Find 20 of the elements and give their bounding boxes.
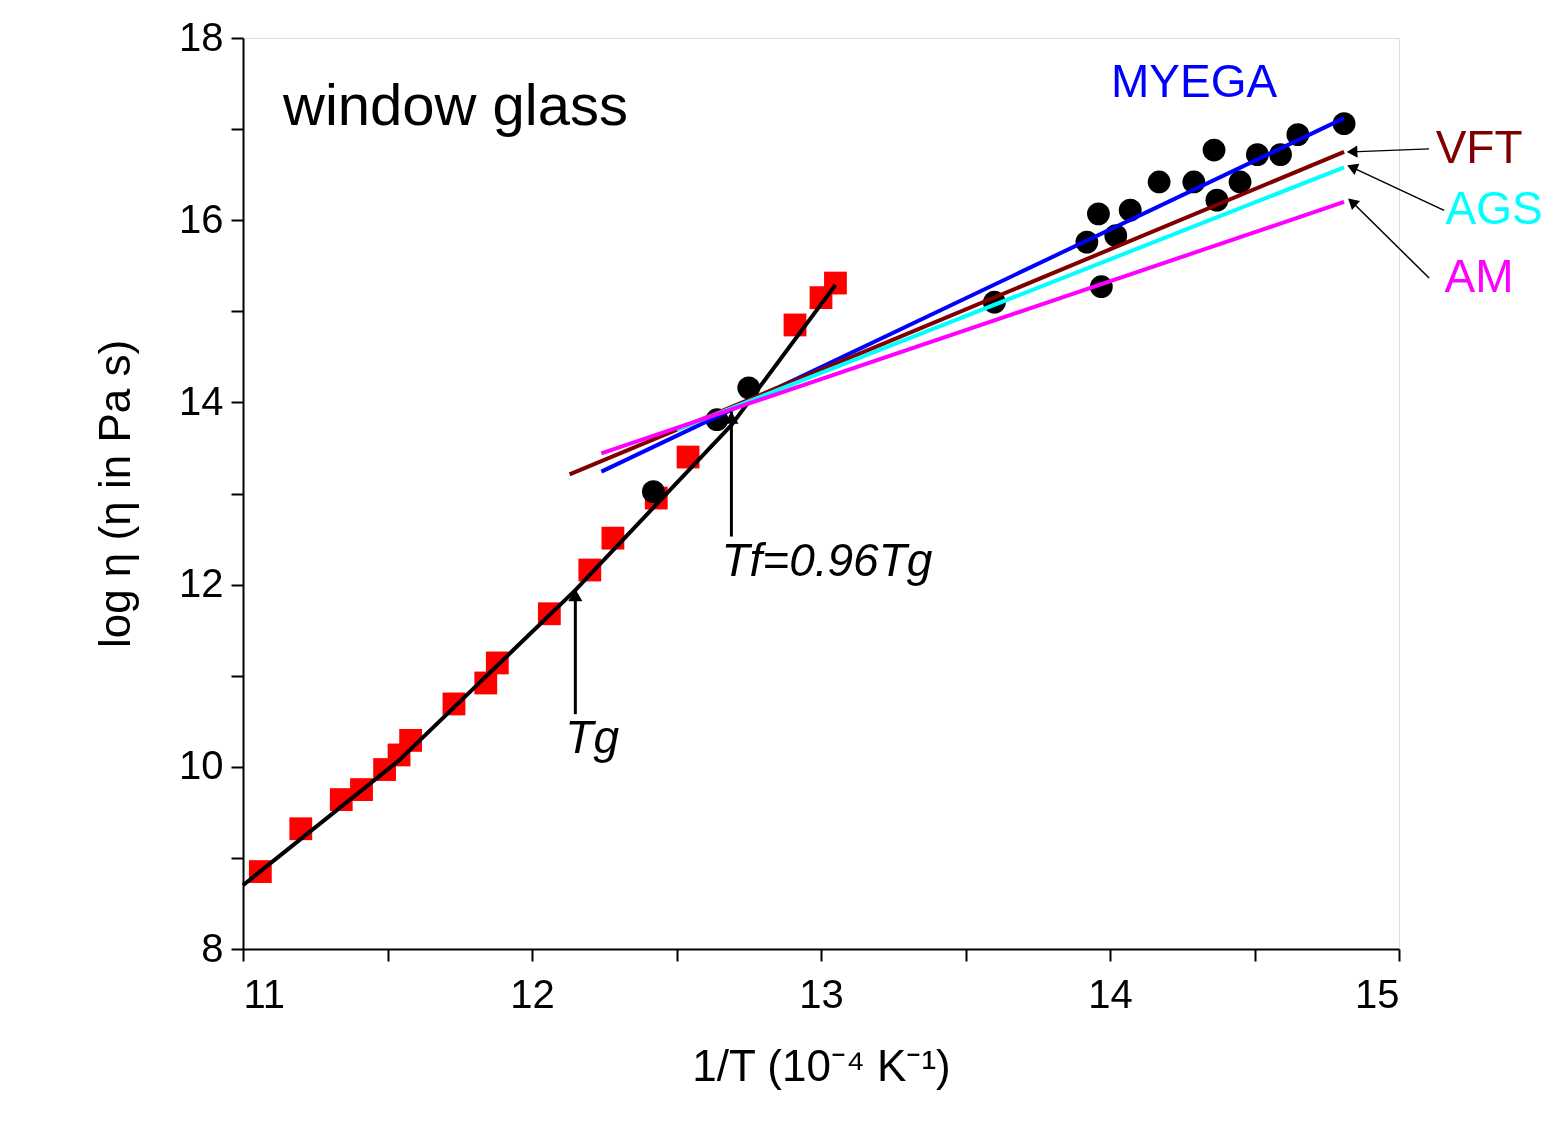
x-tick-label: 13 bbox=[799, 971, 844, 1016]
x-tick-label: 14 bbox=[1088, 971, 1133, 1016]
annotation: Tg bbox=[565, 711, 620, 764]
x-tick-label: 11 bbox=[243, 971, 286, 1016]
annotation: window glass bbox=[282, 72, 628, 137]
y-tick-label: 14 bbox=[179, 378, 224, 423]
y-tick-label: 8 bbox=[201, 925, 224, 970]
y-tick-label: 18 bbox=[179, 14, 224, 59]
x-axis-title: 1/T (10⁻⁴ K⁻¹) bbox=[692, 1040, 951, 1090]
series-label: VFT bbox=[1435, 120, 1523, 173]
y-tick-label: 12 bbox=[179, 561, 224, 606]
annotation: Tf=0.96Tg bbox=[721, 533, 933, 586]
y-tick-label: 16 bbox=[179, 196, 224, 241]
text: AM bbox=[1444, 249, 1514, 302]
y-tick-label: 10 bbox=[179, 743, 224, 788]
series-label: MYEGA bbox=[1111, 55, 1278, 108]
text: AGS bbox=[1445, 182, 1543, 235]
x-tick-label: 15 bbox=[1355, 971, 1400, 1016]
x-tick-label: 12 bbox=[510, 971, 555, 1016]
y-axis-title: log η (η in Pa s) bbox=[90, 339, 140, 649]
